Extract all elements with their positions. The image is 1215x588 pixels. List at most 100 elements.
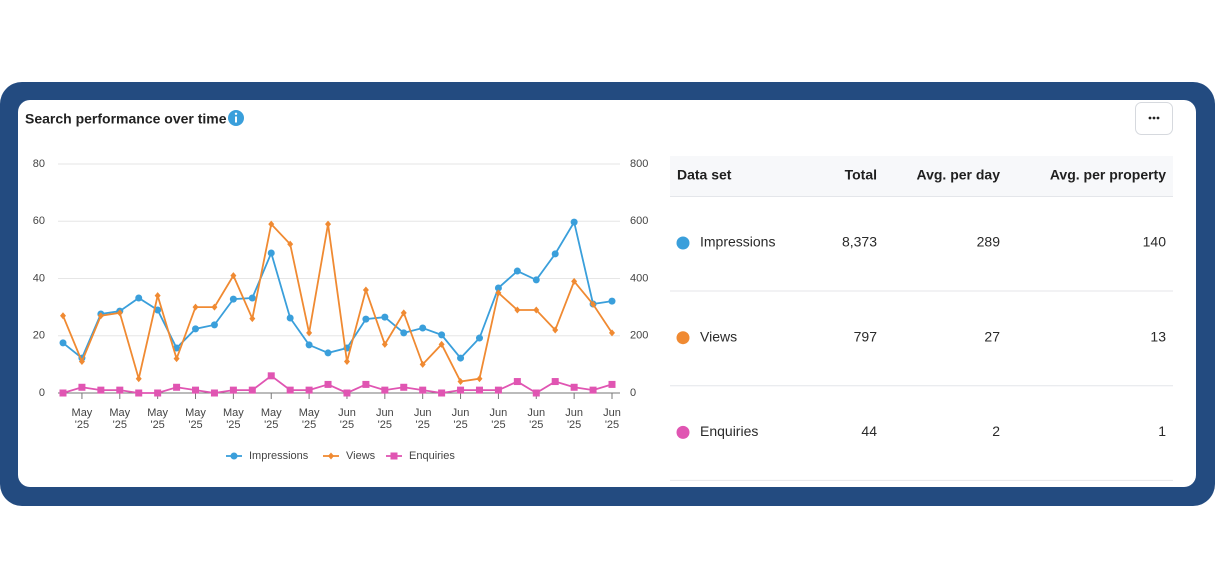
info-icon[interactable] bbox=[228, 110, 244, 126]
point bbox=[116, 309, 123, 317]
point bbox=[551, 250, 559, 258]
point bbox=[419, 324, 427, 332]
point bbox=[343, 389, 351, 397]
x-tick-label: May '25 bbox=[223, 407, 244, 431]
x-tick-label: Jun '25 bbox=[490, 407, 508, 431]
column-header: Data set bbox=[677, 167, 732, 183]
point bbox=[230, 272, 237, 280]
point bbox=[59, 389, 67, 397]
table-header-bg bbox=[670, 156, 1173, 196]
column-header: Avg. per day bbox=[916, 167, 1000, 183]
more-button[interactable] bbox=[1135, 102, 1173, 135]
point bbox=[532, 389, 540, 397]
x-tick-label: Jun '25 bbox=[452, 407, 470, 431]
point bbox=[305, 386, 313, 394]
point bbox=[457, 378, 464, 386]
cell: 1 bbox=[1158, 423, 1166, 439]
point bbox=[589, 386, 597, 394]
column-header: Total bbox=[845, 167, 877, 183]
point bbox=[608, 297, 616, 305]
cell: 13 bbox=[1150, 328, 1166, 344]
point bbox=[173, 355, 180, 363]
legend-label: Enquiries bbox=[409, 450, 455, 462]
point bbox=[229, 295, 237, 303]
point bbox=[495, 289, 502, 297]
x-tick-label: May '25 bbox=[261, 407, 282, 431]
cell: 2 bbox=[992, 423, 1000, 439]
x-tick-label: May '25 bbox=[72, 407, 93, 431]
point bbox=[154, 292, 161, 300]
y-tick-label: 0 bbox=[39, 387, 45, 399]
point bbox=[60, 312, 66, 320]
y-tick-label: 60 bbox=[33, 215, 45, 227]
point bbox=[78, 383, 86, 391]
point bbox=[381, 313, 389, 321]
cell: Impressions bbox=[700, 234, 775, 250]
point bbox=[390, 452, 398, 460]
point bbox=[381, 340, 388, 348]
cell: 140 bbox=[1143, 234, 1167, 250]
point bbox=[457, 354, 465, 362]
x-tick-label: May '25 bbox=[109, 407, 130, 431]
point bbox=[475, 386, 483, 394]
point bbox=[494, 386, 502, 394]
point bbox=[78, 358, 85, 366]
point bbox=[476, 375, 483, 383]
point bbox=[400, 309, 407, 317]
y-tick-label: 20 bbox=[33, 330, 45, 342]
row-dot bbox=[676, 236, 690, 250]
cell: Enquiries bbox=[700, 423, 758, 439]
point bbox=[305, 341, 313, 349]
point bbox=[135, 389, 143, 397]
point bbox=[381, 386, 389, 394]
x-tick-label: May '25 bbox=[185, 407, 206, 431]
point bbox=[419, 360, 426, 368]
x-tick-label: May '25 bbox=[147, 407, 168, 431]
x-tick-label: Jun '25 bbox=[527, 407, 545, 431]
x-tick-label: Jun '25 bbox=[603, 407, 621, 431]
point bbox=[249, 315, 256, 323]
point bbox=[154, 389, 162, 397]
point bbox=[343, 358, 350, 366]
point bbox=[438, 340, 445, 348]
x-tick-label: Jun '25 bbox=[565, 407, 583, 431]
point bbox=[97, 312, 104, 320]
point bbox=[210, 389, 218, 397]
point bbox=[230, 452, 238, 460]
point bbox=[570, 383, 578, 391]
point bbox=[286, 314, 294, 322]
point bbox=[267, 372, 275, 380]
x-tick-label: Jun '25 bbox=[376, 407, 394, 431]
point bbox=[551, 378, 559, 386]
point bbox=[324, 349, 332, 357]
point bbox=[438, 331, 446, 339]
point bbox=[328, 452, 334, 460]
cell: 289 bbox=[977, 234, 1001, 250]
y2-tick-label: 200 bbox=[630, 330, 648, 342]
point bbox=[248, 386, 256, 394]
point bbox=[306, 329, 313, 337]
y2-tick-label: 600 bbox=[630, 215, 648, 227]
point bbox=[552, 326, 559, 334]
x-tick-label: May '25 bbox=[299, 407, 320, 431]
y-tick-label: 40 bbox=[33, 272, 45, 284]
point bbox=[475, 334, 483, 342]
legend-item: Enquiries bbox=[386, 450, 455, 462]
point bbox=[192, 386, 200, 394]
point bbox=[362, 380, 370, 388]
point bbox=[325, 220, 332, 228]
cell: 8,373 bbox=[842, 234, 877, 250]
x-tick-label: Jun '25 bbox=[338, 407, 356, 431]
legend-label: Views bbox=[346, 450, 376, 462]
legend-item: Views bbox=[323, 450, 376, 462]
cell: 44 bbox=[861, 423, 877, 439]
point bbox=[173, 383, 181, 391]
cell: Views bbox=[700, 328, 737, 344]
point bbox=[211, 303, 218, 311]
point bbox=[419, 386, 427, 394]
point bbox=[513, 267, 521, 275]
point bbox=[533, 306, 540, 314]
cell: 797 bbox=[854, 328, 878, 344]
